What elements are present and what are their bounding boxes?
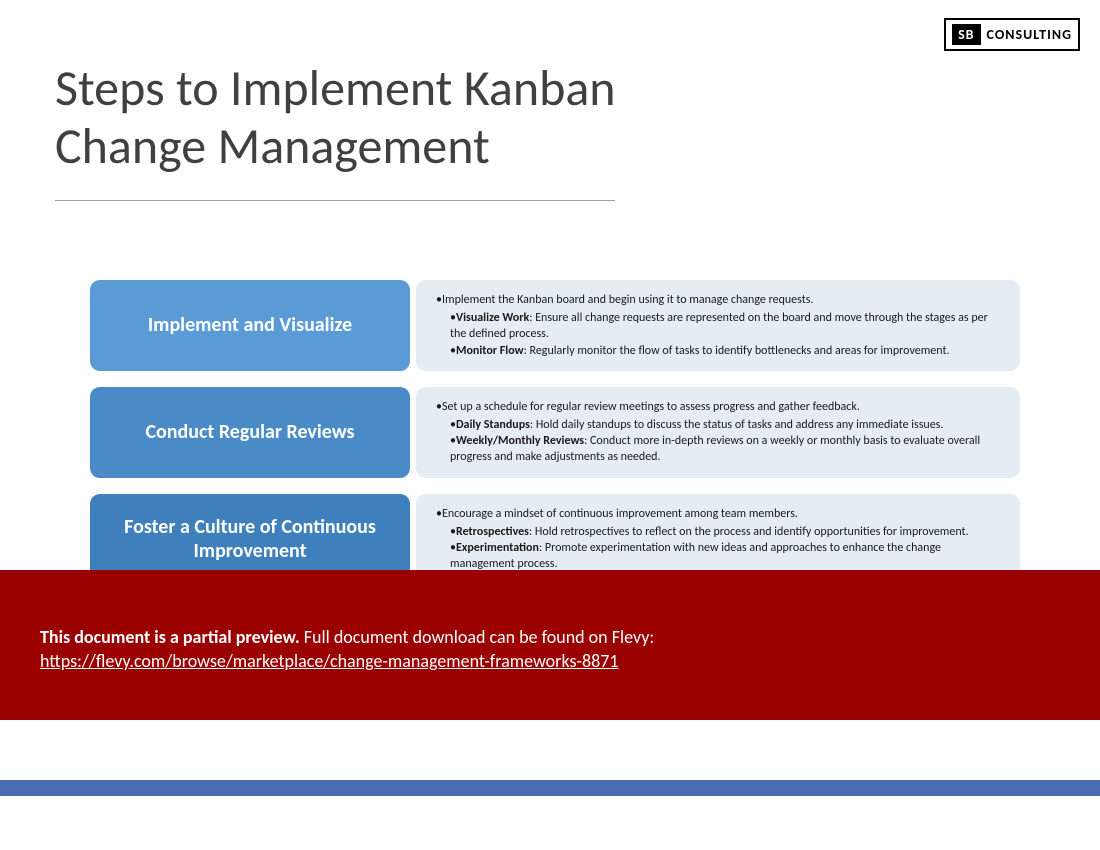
step-item-title: Monitor Flow <box>456 344 524 358</box>
step-item: •Weekly/Monthly Reviews: Conduct more in… <box>436 433 1004 465</box>
step-lead: •Encourage a mindset of continuous impro… <box>436 506 1004 522</box>
step-label-reviews: Conduct Regular Reviews <box>90 387 410 478</box>
logo: SB CONSULTING <box>944 18 1080 51</box>
step-item: •Daily Standups: Hold daily standups to … <box>436 417 1004 433</box>
step-item: •Retrospectives: Hold retrospectives to … <box>436 524 1004 540</box>
logo-text: CONSULTING <box>987 26 1072 43</box>
step-lead: •Set up a schedule for regular review me… <box>436 399 1004 415</box>
step-lead: •Implement the Kanban board and begin us… <box>436 292 1004 308</box>
page-title: Steps to Implement KanbanChange Manageme… <box>55 60 616 175</box>
step-item: •Experimentation: Promote experimentatio… <box>436 540 1004 572</box>
step-item-desc: : Ensure all change requests are represe… <box>450 311 988 341</box>
step-row: Conduct Regular Reviews •Set up a schedu… <box>90 387 1020 478</box>
step-item-title: Daily Standups <box>456 418 530 432</box>
step-item-title: Visualize Work <box>456 311 529 325</box>
step-item-desc: : Hold retrospectives to reflect on the … <box>529 525 969 539</box>
preview-banner: This document is a partial preview. Full… <box>0 570 1100 720</box>
step-item-title: Weekly/Monthly Reviews <box>456 434 584 448</box>
banner-rest: Full document download can be found on F… <box>304 626 654 648</box>
step-item-desc: : Hold daily standups to discuss the sta… <box>530 418 944 432</box>
step-item: •Visualize Work: Ensure all change reque… <box>436 310 1004 342</box>
step-body: •Implement the Kanban board and begin us… <box>416 280 1020 371</box>
step-item: •Monitor Flow: Regularly monitor the flo… <box>436 343 1004 359</box>
step-item-title: Retrospectives <box>456 525 529 539</box>
step-item-title: Experimentation <box>456 541 539 555</box>
step-row: Implement and Visualize •Implement the K… <box>90 280 1020 371</box>
logo-box: SB <box>952 24 980 45</box>
step-body: •Set up a schedule for regular review me… <box>416 387 1020 478</box>
title-divider <box>55 200 615 201</box>
banner-bold: This document is a partial preview. <box>40 626 300 648</box>
banner-link[interactable]: https://flevy.com/browse/marketplace/cha… <box>40 650 1060 672</box>
step-item-desc: : Regularly monitor the flow of tasks to… <box>524 344 950 358</box>
step-label-implement: Implement and Visualize <box>90 280 410 371</box>
footer-bar <box>0 780 1100 796</box>
steps-list: Implement and Visualize •Implement the K… <box>90 280 1020 600</box>
